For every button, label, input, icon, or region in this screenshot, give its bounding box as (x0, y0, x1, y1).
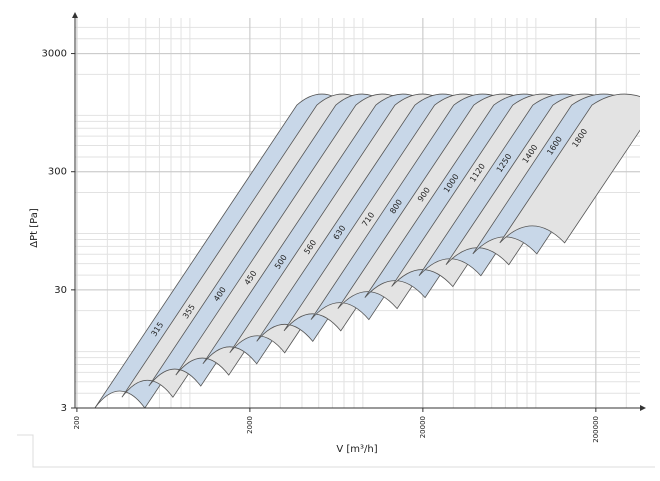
x-tick-label: 200000 (592, 416, 600, 443)
axis-layer: 3 30 300 3000 200 2000 20000 200000 (42, 12, 646, 443)
x-tick-label: 200 (73, 416, 81, 429)
x-tick-label: 2000 (246, 416, 254, 434)
x-axis-arrow (640, 405, 646, 411)
x-axis-label: V [m³/h] (336, 444, 377, 455)
y-tick-label: 3000 (42, 49, 67, 60)
y-axis-arrow (72, 12, 78, 18)
frame (17, 434, 655, 468)
y-tick-label: 300 (48, 167, 67, 178)
x-tick-label: 20000 (419, 416, 427, 438)
y-tick-label: 3 (61, 403, 67, 414)
y-axis-label: ΔPt [Pa] (29, 208, 40, 248)
y-tick-label: 30 (54, 285, 67, 296)
fan-curve-band (499, 93, 640, 244)
